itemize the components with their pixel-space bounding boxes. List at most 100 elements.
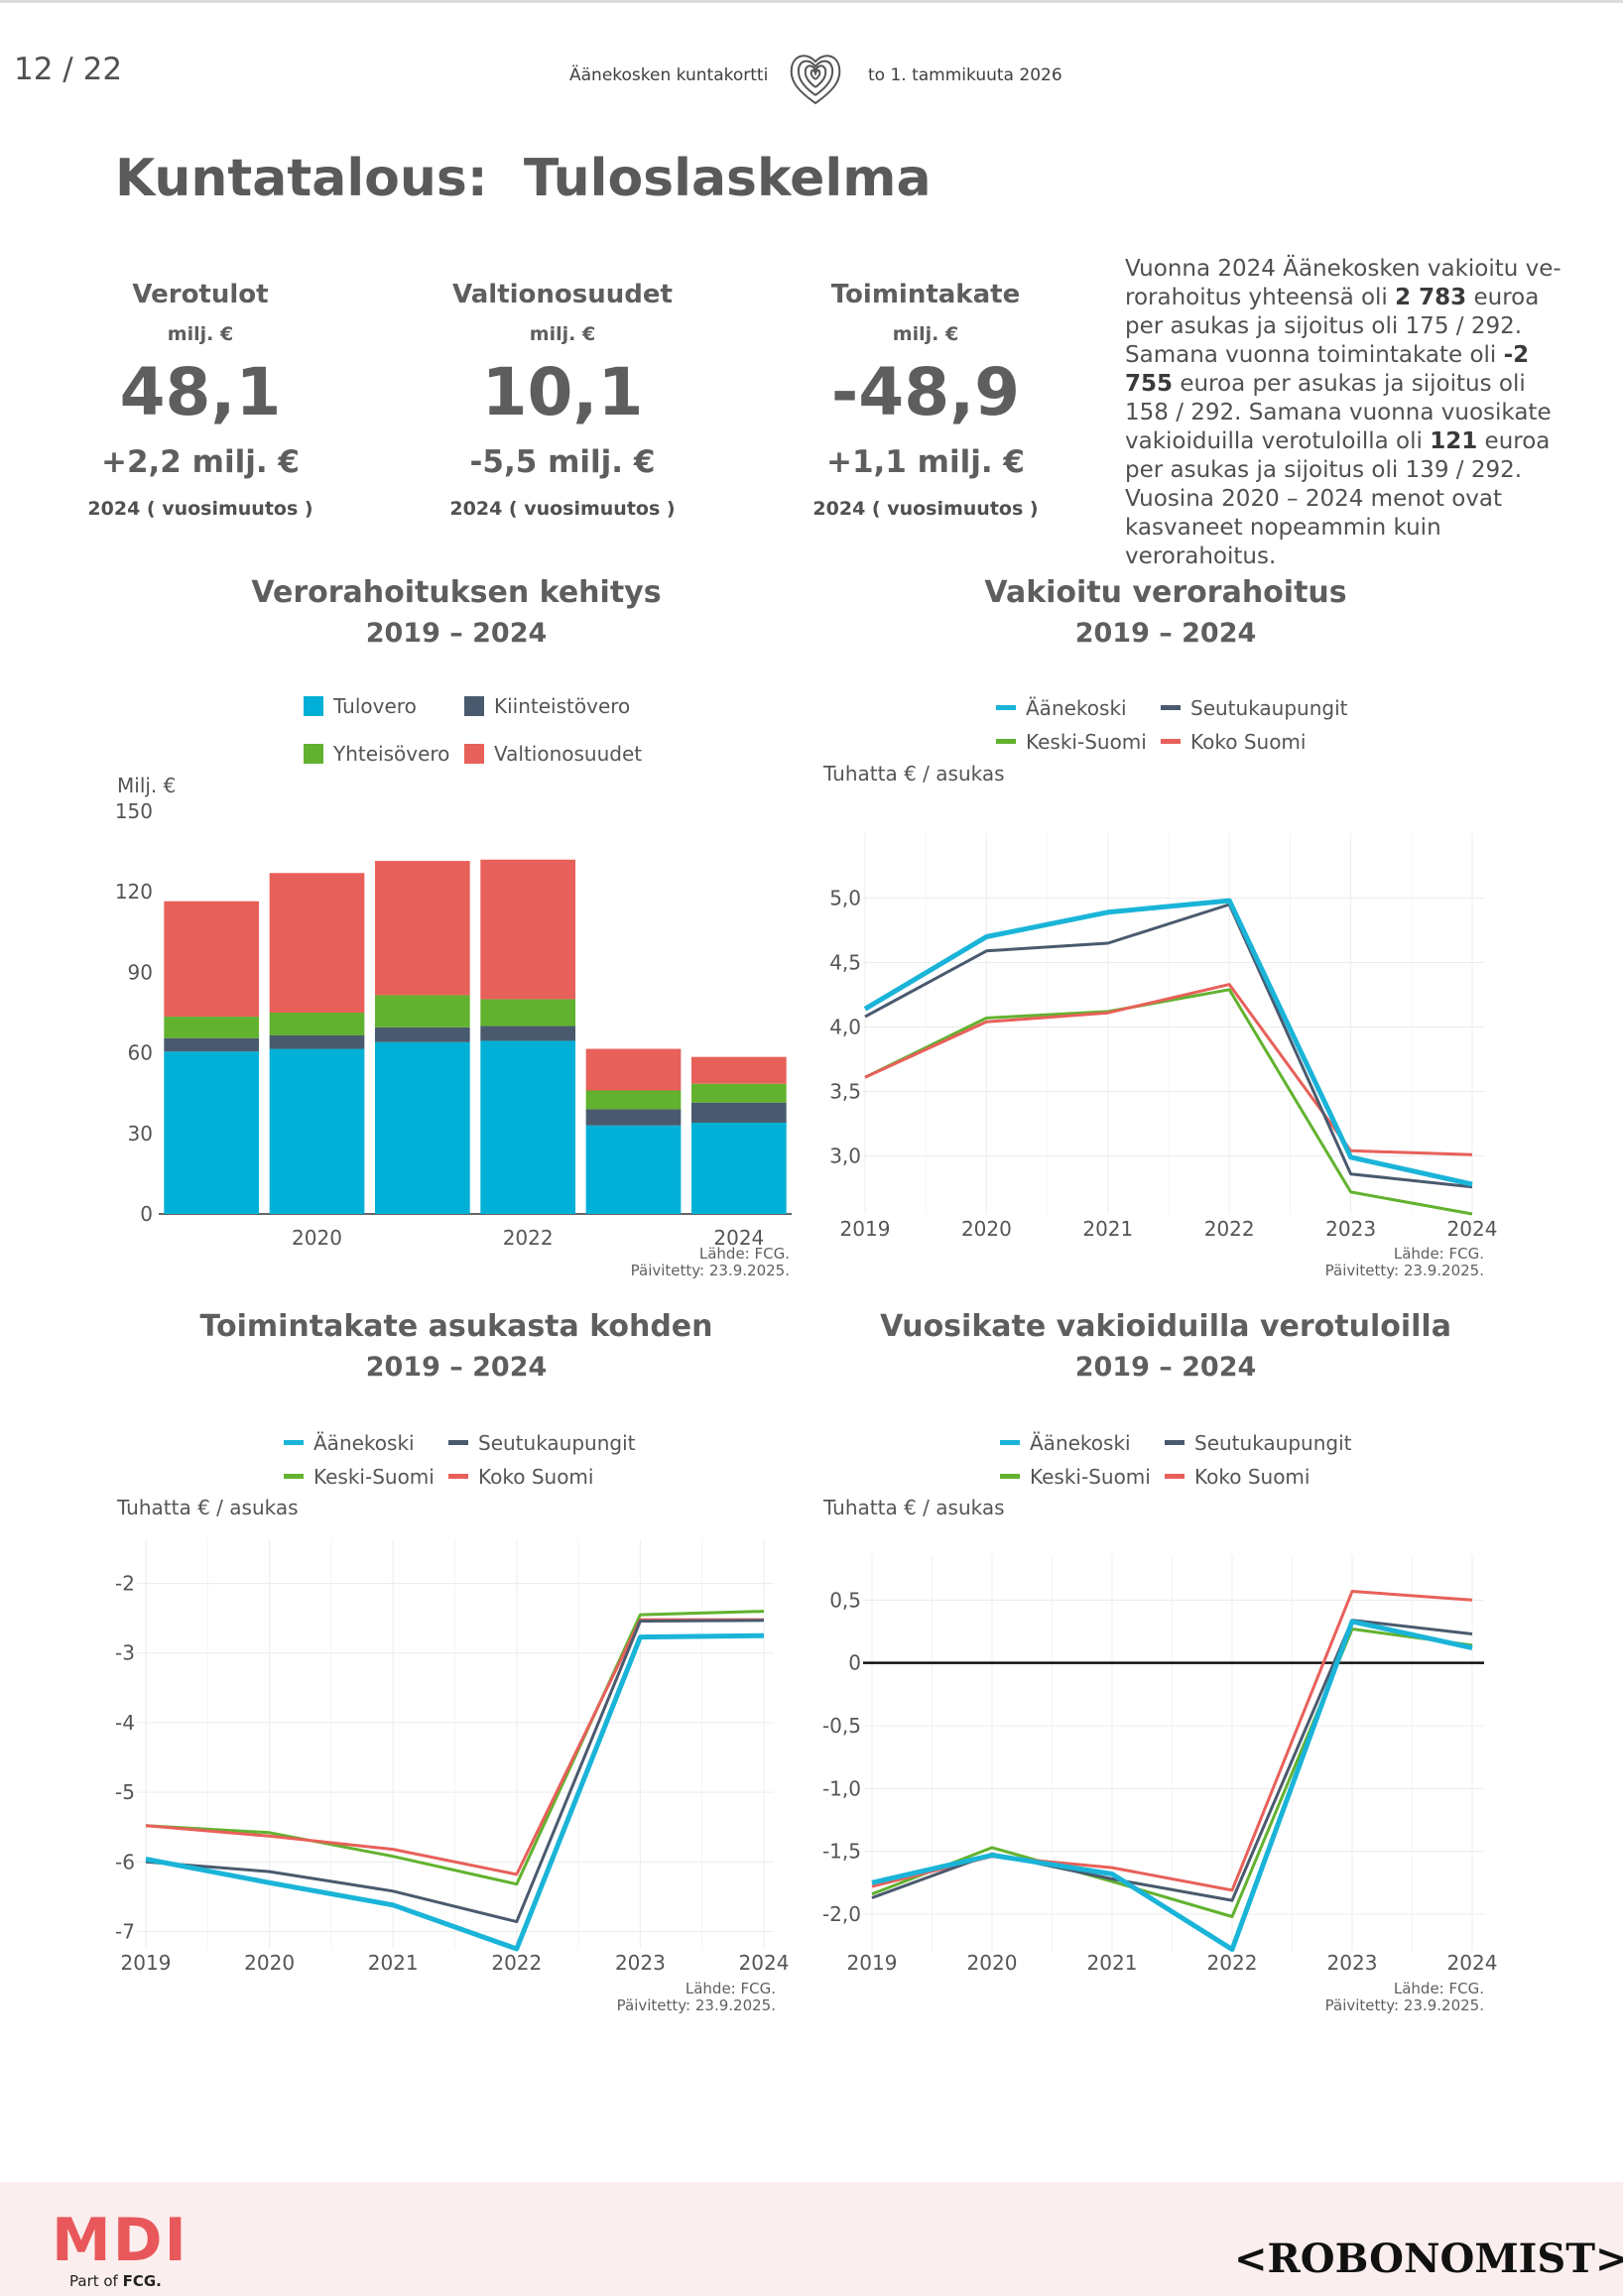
bar-kiinteistövero [269,1035,365,1049]
kpi-name: Valtionosuudet [452,280,673,309]
y-tick-label: 0,5 [829,1588,861,1612]
y-tick-label: 30 [128,1122,153,1146]
x-tick-label: 2019 [121,1951,172,1975]
mdi-logo: MDI [52,2206,188,2275]
bar-valtionosuudet [690,1056,787,1084]
bar-valtionosuudet [164,901,260,1018]
chart2-source: Lähde: FCG. Päivitetty: 23.9.2025. [1324,1245,1484,1279]
y-tick-label: 4,0 [829,1016,861,1039]
chart2-legend: Äänekoski Seutukaupungit Keski-Suomi Kok… [996,696,1413,766]
y-tick-label: 150 [115,799,153,823]
kpi-value: 10,1 [481,354,644,430]
kpi-change: +2,2 milj. € [100,444,300,480]
chart2-title: Vakioitu verorahoitus 2019 – 2024 [984,575,1347,649]
bar-yhteisövero [269,1013,365,1036]
x-tick-label: 2020 [292,1226,342,1250]
part-of-fcg: Part of FCG. [69,2272,162,2290]
y-tick-label: -1,0 [822,1776,861,1800]
footer-band [0,2182,1623,2296]
swatch [464,696,484,716]
bar-kiinteistövero [164,1037,260,1052]
swatch [304,744,323,764]
x-tick-label: 2023 [1325,1217,1376,1241]
y-tick-label: 120 [115,880,153,904]
y-tick-label: 0 [140,1202,153,1226]
x-tick-label: 2022 [1204,1217,1255,1241]
swatch [464,744,484,764]
bar-yhteisövero [690,1083,787,1103]
y-tick-label: 90 [128,960,153,984]
y-tick-label: -5 [115,1780,135,1804]
kpi-verotulot: Verotulot milj. € 48,1 +2,2 milj. € 2024… [52,280,349,520]
y-tick-label: 5,0 [829,887,861,910]
series-aanekoski [863,898,1473,1187]
x-tick-label: 2019 [840,1217,891,1241]
bar-tulovero [374,1041,470,1214]
x-tick-label: 2022 [503,1226,554,1250]
y-tick-label: -0,5 [822,1714,861,1738]
chart1-source: Lähde: FCG. Päivitetty: 23.9.2025. [630,1245,790,1279]
chart4-legend: Äänekoski Seutukaupungit Keski-Suomi Kok… [1000,1431,1417,1501]
bar-kiinteistövero [480,1026,576,1041]
swatch [304,696,323,716]
chart4-title: Vuosikate vakioiduilla verotuloilla 2019… [880,1309,1451,1383]
x-tick-label: 2021 [368,1951,419,1975]
kpi-unit: milj. € [892,323,959,345]
x-tick-label: 2022 [1207,1951,1258,1975]
bar-yhteisövero [164,1017,260,1038]
bar-tulovero [480,1040,576,1214]
header-date: to 1. tammikuuta 2026 [868,65,1062,85]
legend-item-tulovero: Tulovero [304,694,417,718]
y-tick-label: 3,0 [829,1145,861,1168]
y-tick-label: -4 [115,1711,135,1735]
kpi-change: +1,1 milj. € [825,444,1025,480]
x-tick-label: 2020 [967,1951,1018,1975]
y-tick-label: 0 [848,1651,861,1675]
series-aanekoski [871,1619,1473,1952]
y-tick-label: -3 [115,1641,135,1665]
chart3-source: Lähde: FCG. Päivitetty: 23.9.2025. [616,1980,776,2014]
x-tick-label: 2020 [961,1217,1012,1241]
chart4-ylabel: Tuhatta € / asukas [823,1496,1005,1519]
bar-valtionosuudet [269,873,365,1013]
y-tick-label: -7 [115,1919,135,1943]
x-tick-label: 2023 [1327,1951,1378,1975]
y-tick-label: -2,0 [822,1902,861,1926]
series-keski-suomi [871,1628,1473,1918]
x-tick-label: 2021 [1087,1951,1138,1975]
chart3-legend: Äänekoski Seutukaupungit Keski-Suomi Kok… [284,1431,700,1501]
x-tick-label: 2024 [713,1226,764,1250]
legend-item-yhteisovero: Yhteisövero [304,742,449,766]
series-seutukaupungit [864,903,1473,1189]
kpi-value: 48,1 [119,354,282,430]
y-tick-label: 60 [128,1041,153,1065]
bar-yhteisövero [585,1090,682,1110]
robonomist-logo: <ROBONOMIST> [1234,2236,1623,2282]
x-tick-label: 2024 [739,1951,790,1975]
x-tick-label: 2020 [244,1951,295,1975]
bar-valtionosuudet [374,861,470,996]
top-border [0,0,1623,3]
x-tick-label: 2024 [1447,1217,1498,1241]
y-tick-label: -1,5 [822,1840,861,1864]
series-koko-suomi [864,983,1473,1156]
chart3-title: Toimintakate asukasta kohden 2019 – 2024 [199,1309,713,1383]
x-tick-label: 2023 [615,1951,666,1975]
y-tick-label: -2 [115,1572,135,1596]
summary-text: Vuonna 2024 Äänekosken vakioitu ve­rorah… [1125,256,1561,569]
y-tick-label: 4,5 [829,951,861,975]
bar-tulovero [690,1122,787,1214]
bar-kiinteistövero [585,1109,682,1126]
fingerprint-heart-icon [786,46,845,111]
chart1-title: Verorahoituksen kehitys 2019 – 2024 [251,575,662,649]
kpi-toimintakate: Toimintakate milj. € -48,9 +1,1 milj. € … [777,280,1074,520]
series-aanekoski [145,1632,765,1952]
bar-tulovero [269,1048,365,1214]
chart2-ylabel: Tuhatta € / asukas [823,762,1005,785]
page-number: 12 / 22 [14,52,123,87]
series-keski-suomi [864,988,1473,1216]
bar-tulovero [585,1125,682,1214]
kpi-name: Verotulot [132,280,269,309]
bar-valtionosuudet [585,1048,682,1091]
legend-item-kiinteistovero: Kiinteistövero [464,694,630,718]
